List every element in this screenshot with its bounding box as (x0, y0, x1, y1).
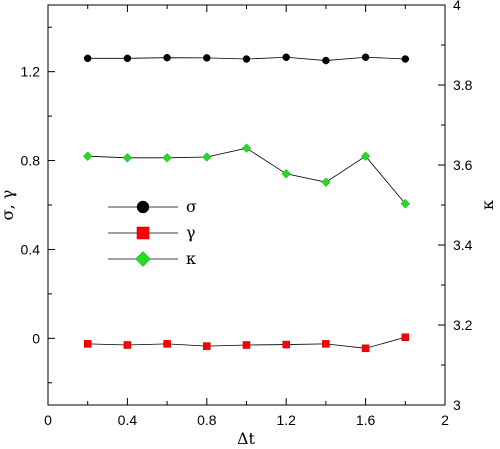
data-point (361, 344, 370, 353)
y-left-tick-label: 0.4 (21, 241, 41, 257)
x-tick-label: 0.8 (197, 412, 217, 428)
legend-marker (136, 226, 150, 240)
y-right-axis-title: κ (478, 200, 497, 210)
legend-label: γ (186, 223, 196, 242)
y-left-axis-title: σ, γ (0, 190, 17, 221)
y-left-tick-label: 1.2 (21, 64, 41, 80)
series-layer (82, 53, 411, 353)
x-tick-label: 2 (441, 412, 449, 428)
data-point (322, 340, 330, 348)
data-point (203, 342, 211, 350)
legend-label: σ (186, 197, 197, 216)
x-tick-label: 1.6 (356, 412, 376, 428)
data-point (281, 169, 291, 179)
legend-marker (135, 251, 151, 267)
data-point (361, 53, 370, 61)
y-right-tick-label: 3.8 (453, 77, 473, 93)
y-left-tick-label: 0 (32, 330, 40, 346)
data-point (322, 56, 330, 65)
data-point (82, 151, 93, 161)
y-left-tick-label: 0.8 (21, 153, 41, 169)
y-right-tick-label: 3.2 (453, 317, 473, 333)
y-right-tick-label: 4 (453, 0, 461, 13)
legend-label: κ (186, 249, 196, 268)
x-axis-title: Δt (237, 429, 256, 448)
data-point (162, 153, 172, 163)
series-diamond (82, 143, 411, 209)
legend-marker (136, 200, 150, 214)
x-tick-label: 0 (44, 412, 52, 428)
y-right-tick-label: 3 (453, 397, 461, 413)
data-point (83, 54, 92, 63)
data-point (123, 54, 132, 63)
data-point (400, 199, 411, 209)
y-right-tick-label: 3.6 (453, 157, 473, 173)
axis-ticks (47, 4, 446, 406)
legend: σγκ (108, 197, 197, 268)
legend-entry: γ (108, 223, 196, 242)
data-point (123, 341, 132, 349)
data-point (360, 151, 371, 161)
legend-entry: σ (108, 197, 197, 216)
data-point (282, 340, 290, 349)
series-square (83, 333, 410, 353)
data-point (242, 55, 251, 63)
data-point (163, 340, 171, 348)
x-tick-label: 0.4 (118, 412, 138, 428)
y-right-tick-label: 3.4 (453, 237, 473, 253)
data-point (401, 333, 410, 341)
data-point (83, 340, 92, 348)
data-point (241, 143, 252, 153)
x-tick-label: 1.2 (276, 412, 296, 428)
data-point (163, 53, 171, 62)
data-point (321, 177, 331, 187)
series-circle (83, 53, 410, 65)
series-line (87, 147, 406, 205)
data-point (202, 152, 212, 162)
data-point (122, 153, 133, 163)
data-point (401, 55, 410, 63)
tick-labels: 0 0.4 0.8 1.2 1.6 2 0 0.4 0.8 1.2 3 3.2 3.4 3.6 3.8 4 (21, 0, 473, 428)
data-point (282, 53, 290, 61)
data-point (203, 54, 211, 62)
legend-entry: κ (108, 249, 196, 268)
data-point (242, 341, 251, 349)
